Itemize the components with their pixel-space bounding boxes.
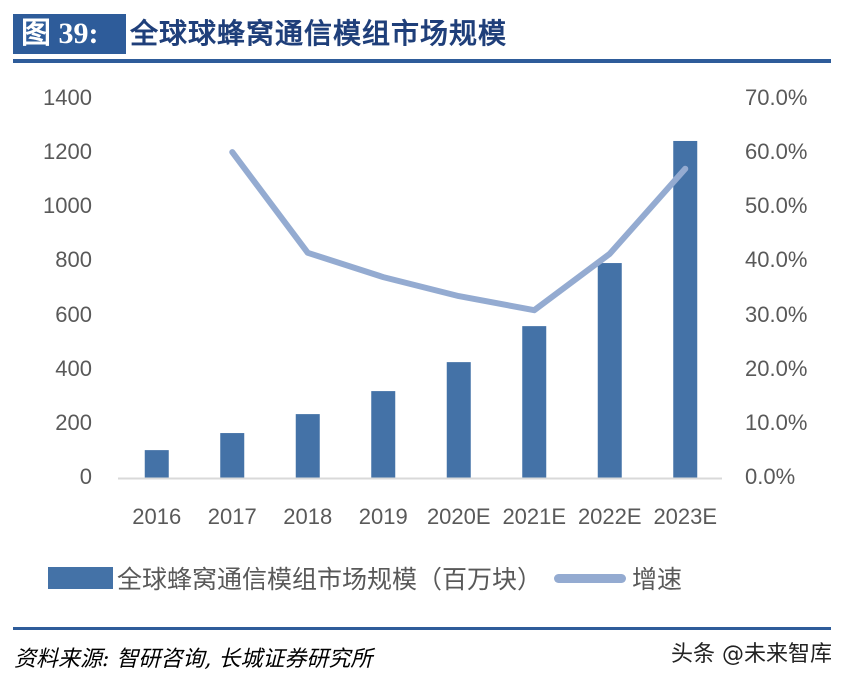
bar-2021E <box>522 326 547 478</box>
right-y-tick-label: 20.0% <box>745 355 808 381</box>
source-note: 资料来源: 智研咨询, 长城证券研究所 <box>14 647 373 672</box>
bar-2017 <box>220 433 245 478</box>
x-tick-label: 2016 <box>132 504 181 529</box>
growth-rate-line <box>229 149 689 314</box>
watermark: 头条 @未来智库 <box>671 642 832 667</box>
left-y-tick-label: 1000 <box>43 193 92 219</box>
figure-label: 图 39: <box>13 14 126 54</box>
legend-line-swatch <box>554 573 627 583</box>
right-y-tick-label: 0.0% <box>745 464 796 489</box>
left-y-tick-label: 0 <box>79 464 92 489</box>
legend-line-label: 增速 <box>632 565 683 594</box>
right-y-tick-label: 10.0% <box>745 409 808 435</box>
bar-2022E <box>597 263 622 478</box>
bar-2019 <box>371 391 396 478</box>
left-y-tick-label: 400 <box>55 355 92 381</box>
bar-2016 <box>144 450 169 478</box>
left-y-tick-label: 800 <box>55 247 92 273</box>
right-y-tick-label: 70.0% <box>745 85 808 110</box>
chart-legend: 全球蜂窝通信模组市场规模（百万块） 增速 <box>48 558 682 598</box>
x-axis-labels: 2016 2017 2018 2019 2020E 2021E 2022E 2023E <box>132 504 717 529</box>
bottom-divider <box>13 627 831 630</box>
left-y-tick-label: 600 <box>55 301 92 327</box>
right-y-tick-label: 50.0% <box>745 193 808 219</box>
left-y-tick-label: 200 <box>55 409 92 435</box>
bar-series <box>144 140 698 479</box>
right-y-tick-label: 60.0% <box>745 139 808 165</box>
x-tick-label: 2018 <box>283 504 332 529</box>
left-y-tick-label: 1200 <box>43 139 92 165</box>
x-tick-label: 2019 <box>359 504 408 529</box>
top-divider <box>13 59 831 63</box>
right-y-tick-label: 40.0% <box>745 247 808 273</box>
figure-header: 图 39: 全球球蜂窝通信模组市场规模 <box>0 0 848 64</box>
figure-title: 全球球蜂窝通信模组市场规模 <box>130 17 508 50</box>
legend-bar-label: 全球蜂窝通信模组市场规模（百万块） <box>117 565 543 594</box>
x-tick-label: 2017 <box>208 504 257 529</box>
bar-2023E <box>673 140 698 479</box>
x-tick-label: 2020E <box>427 504 491 529</box>
legend-bar-swatch <box>48 567 113 589</box>
bar-2018 <box>295 414 320 478</box>
right-y-tick-label: 30.0% <box>745 301 808 327</box>
x-tick-label: 2021E <box>502 504 566 529</box>
bar-2020E <box>446 362 471 478</box>
chart-plot-area: 2016 2017 2018 2019 2020E 2021E 2022E 2023E <box>118 140 722 529</box>
x-tick-label: 2022E <box>578 504 642 529</box>
left-y-tick-label: 1400 <box>43 85 92 110</box>
x-tick-label: 2023E <box>653 504 717 529</box>
